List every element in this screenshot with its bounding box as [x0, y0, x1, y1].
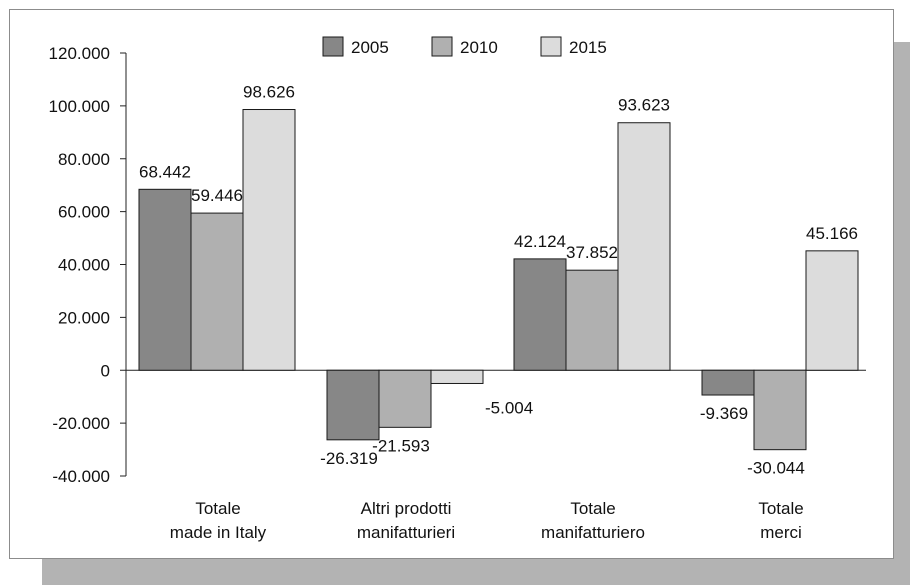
data-label: -30.044: [747, 459, 805, 478]
legend-swatch: [540, 36, 562, 57]
legend-swatch: [431, 36, 453, 57]
data-label: -9.369: [700, 404, 748, 423]
bar-2005: [701, 369, 755, 396]
x-category-label: Altri prodotti: [361, 499, 452, 518]
y-tick-label: 80.000: [58, 150, 110, 169]
x-category-label: Totale: [195, 499, 240, 518]
bar-2005: [138, 188, 192, 371]
y-tick-label: 20.000: [58, 308, 110, 327]
y-tick-label: 100.000: [49, 97, 110, 116]
y-tick-label: 120.000: [49, 44, 110, 63]
bar-2010: [190, 212, 244, 371]
x-category-label: Totale: [570, 499, 615, 518]
y-tick-label: 0: [101, 361, 110, 380]
x-category-label: Totale: [758, 499, 803, 518]
x-category-label: made in Italy: [170, 523, 267, 542]
legend-label: 2015: [569, 38, 607, 57]
bar-2015: [242, 109, 296, 371]
data-label: 45.166: [806, 224, 858, 243]
bar-2010: [753, 369, 807, 451]
bar-2005: [326, 369, 380, 441]
legend-label: 2005: [351, 38, 389, 57]
bar-2005: [513, 258, 567, 371]
legend-swatch: [322, 36, 344, 57]
data-label: 37.852: [566, 243, 618, 262]
data-label: 68.442: [139, 162, 191, 181]
y-tick-label: 60.000: [58, 203, 110, 222]
y-tick-label: 40.000: [58, 256, 110, 275]
data-label: -5.004: [485, 398, 533, 417]
legend-label: 2010: [460, 38, 498, 57]
bar-2010: [565, 269, 619, 371]
bar-2015: [617, 122, 671, 371]
data-label: -26.319: [320, 449, 378, 468]
x-category-label: manifatturiero: [541, 523, 645, 542]
x-category-label: manifatturieri: [357, 523, 455, 542]
x-category-label: merci: [760, 523, 802, 542]
y-tick-label: -20.000: [52, 414, 110, 433]
data-label: -21.593: [372, 436, 430, 455]
y-tick-label: -40.000: [52, 467, 110, 486]
bar-2015: [430, 369, 484, 384]
data-label: 42.124: [514, 232, 566, 251]
bar-2015: [805, 250, 859, 371]
data-label: 59.446: [191, 186, 243, 205]
data-label: 98.626: [243, 83, 295, 102]
data-label: 93.623: [618, 96, 670, 115]
bar-2010: [378, 369, 432, 428]
